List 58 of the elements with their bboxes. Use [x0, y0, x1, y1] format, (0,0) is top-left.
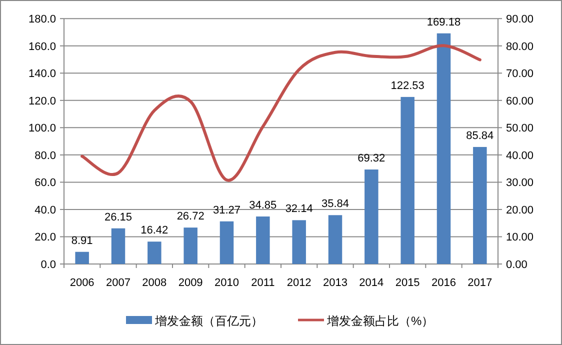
bar: [184, 228, 198, 264]
bar: [436, 33, 451, 264]
x-tick-label: 2008: [142, 277, 167, 289]
y2-tick-label: 10.00: [506, 232, 534, 244]
data-label: 26.72: [176, 210, 204, 223]
bar: [292, 220, 306, 264]
bar: [220, 221, 234, 264]
y-tick-label: 160.0: [28, 40, 56, 53]
y-tick-label: 100.0: [28, 122, 56, 135]
y2-tick-label: 40.00: [506, 150, 534, 162]
y2-tick-label: 60.00: [506, 95, 534, 108]
bar: [148, 242, 162, 264]
x-tick-label: 2012: [286, 277, 312, 289]
y-tick-label: 20.0: [34, 232, 56, 244]
data-label: 122.53: [390, 80, 424, 92]
data-label: 26.15: [104, 211, 132, 224]
x-tick-label: 2014: [359, 277, 384, 289]
data-label: 34.85: [249, 199, 277, 212]
data-label: 85.84: [466, 130, 494, 142]
bar: [400, 96, 414, 264]
y2-tick-label: 50.00: [506, 122, 534, 135]
bar: [364, 169, 378, 264]
bar: [111, 228, 126, 264]
y-tick-label: 140.0: [28, 68, 56, 80]
legend-label: 增发金额占比（%）: [326, 314, 434, 328]
y-tick-label: 40.0: [34, 204, 56, 216]
x-tick-label: 2009: [178, 277, 203, 289]
x-tick-label: 2015: [395, 277, 420, 289]
x-tick-label: 2013: [323, 277, 348, 289]
y-tick-label: 120.0: [28, 95, 56, 108]
y-tick-label: 80.0: [34, 150, 56, 162]
x-tick-label: 2006: [70, 277, 94, 289]
data-label: 31.27: [212, 204, 241, 216]
y2-tick-label: 70.00: [506, 68, 534, 80]
bar: [75, 252, 89, 264]
bar: [256, 216, 270, 264]
bar: [473, 146, 487, 264]
data-label: 35.84: [321, 198, 350, 210]
legend-label: 增发金额（百亿元）: [154, 314, 263, 328]
x-tick-label: 2007: [106, 277, 130, 289]
y-tick-label: 0.0: [40, 259, 56, 271]
y2-tick-label: 0.00: [506, 259, 528, 271]
bar: [328, 215, 342, 264]
y-tick-label: 180.0: [28, 14, 56, 26]
data-label: 8.91: [71, 234, 93, 247]
x-tick-label: 2017: [468, 277, 492, 289]
data-label: 169.18: [426, 16, 461, 28]
y2-tick-label: 20.00: [506, 204, 534, 216]
y2-tick-label: 80.00: [506, 40, 534, 53]
data-label: 32.14: [285, 203, 313, 216]
y2-tick-label: 30.00: [506, 177, 534, 190]
x-tick-label: 2010: [214, 277, 239, 289]
x-tick-label: 2016: [432, 277, 456, 289]
x-tick-label: 2011: [251, 277, 275, 289]
y2-tick-label: 90.00: [506, 14, 534, 26]
data-label: 16.42: [140, 224, 168, 237]
y-tick-label: 60.0: [34, 177, 56, 190]
data-label: 69.32: [358, 152, 386, 164]
